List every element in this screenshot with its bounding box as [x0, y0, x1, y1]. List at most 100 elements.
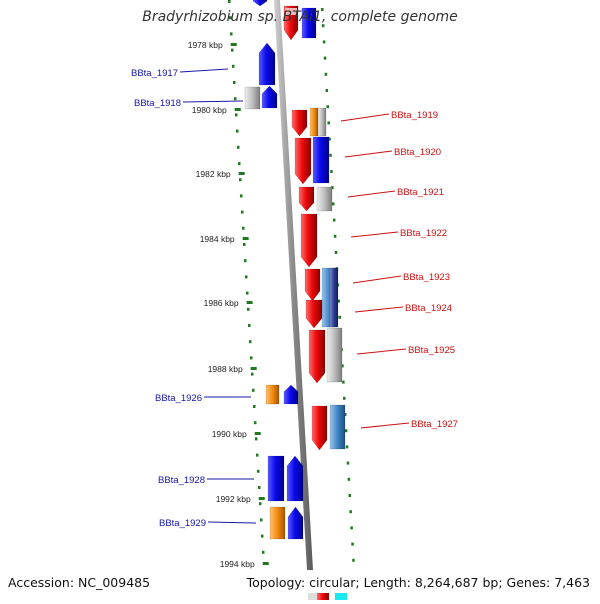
gene-label-bbta-1919[interactable]: BBta_1919: [391, 110, 438, 121]
gene-arrow-bbta-1926[interactable]: [265, 384, 280, 405]
gene-arrow-bbta-1925b[interactable]: [326, 327, 343, 383]
track-dot: [236, 145, 240, 149]
scale-tick-label: 1978 kbp: [188, 40, 223, 50]
track-dot: [234, 113, 238, 117]
track-dot: [248, 340, 252, 344]
gene-arrow-bbta-1917[interactable]: [258, 42, 276, 86]
scale-tick-label: 1992 kbp: [216, 494, 251, 504]
track-dot: [346, 461, 350, 465]
gene-arrow-bbta-1921[interactable]: [298, 186, 315, 212]
track-dot: [230, 48, 234, 52]
track-dot: [253, 421, 257, 425]
gene-leader-line: [182, 100, 244, 103]
scale-tick-mark: [258, 497, 265, 500]
gene-arrow-bbta-1919b[interactable]: [309, 107, 319, 137]
track-dot: [259, 518, 263, 522]
track-dot: [245, 291, 249, 295]
track-dot: [252, 405, 256, 408]
gene-label-bbta-1925[interactable]: BBta_1925: [408, 345, 455, 356]
gene-arrow-bbta-1920b[interactable]: [312, 136, 330, 184]
gene-arrow-bbta-1929[interactable]: [269, 506, 286, 540]
gene-arrow-bbta-1929b[interactable]: [287, 506, 304, 540]
gene-arrow-bbta-1920[interactable]: [294, 137, 312, 185]
gene-label-bbta-1926[interactable]: BBta_1926: [155, 393, 202, 404]
track-dot: [332, 202, 335, 206]
genome-summary: Topology: circular; Length: 8,264,687 bp…: [246, 575, 590, 590]
gene-label-bbta-1917[interactable]: BBta_1917: [131, 68, 178, 79]
track-dot: [326, 105, 330, 109]
gene-arrow-bbta-1923c[interactable]: [329, 267, 339, 328]
track-dot: [325, 89, 329, 92]
scale-tick-mark: [250, 367, 257, 370]
track-dot: [341, 364, 344, 368]
track-dot: [331, 186, 334, 190]
track-dot: [333, 234, 337, 238]
track-dot: [229, 32, 233, 36]
gene-arrow-bbta-1918b[interactable]: [261, 85, 278, 109]
gene-label-bbta-1924[interactable]: BBta_1924: [405, 303, 452, 314]
scale-tick-label: 1994 kbp: [220, 559, 255, 569]
gene-label-bbta-1928[interactable]: BBta_1928: [158, 475, 205, 486]
gene-arrow-bbta-1927b[interactable]: [329, 404, 346, 450]
track-dot: [249, 356, 253, 360]
track-dot: [328, 137, 331, 141]
gene-label-bbta-1929[interactable]: BBta_1929: [159, 518, 206, 529]
track-dot: [237, 162, 241, 165]
scale-tick-mark: [246, 301, 253, 304]
gene-leader-line: [207, 521, 257, 524]
track-dot: [343, 396, 346, 400]
gene-arrow-bbta-1923[interactable]: [304, 268, 321, 302]
gene-label-bbta-1923[interactable]: BBta_1923: [403, 272, 450, 283]
track-dot: [347, 477, 351, 481]
track-dot: [260, 534, 264, 538]
track-dot: [321, 24, 325, 28]
gene-leader-line: [340, 113, 390, 122]
gene-leader-line: [356, 348, 407, 355]
gene-label-bbta-1922[interactable]: BBta_1922: [400, 228, 447, 239]
gene-arrow-bbta-1921b[interactable]: [316, 186, 333, 212]
gene-arrow-bbta-1919c[interactable]: [317, 107, 327, 137]
gene-label-bbta-1920[interactable]: BBta_1920: [394, 147, 441, 158]
gene-arrow[interactable]: [301, 7, 317, 39]
gene-leader-line: [344, 150, 393, 158]
gene-arrow[interactable]: [252, 0, 268, 7]
scale-tick-label: 1980 kbp: [192, 105, 227, 115]
gene-arrow-bbta-1918[interactable]: [244, 86, 261, 110]
gene-label-bbta-1927[interactable]: BBta_1927: [411, 419, 458, 430]
track-dot: [329, 153, 332, 157]
gene-arrow-bbta-1925[interactable]: [308, 329, 326, 384]
gene-leader-line: [352, 275, 402, 284]
track-dot: [352, 558, 355, 562]
gene-arrow-bbta-1919[interactable]: [291, 109, 308, 137]
gene-label-bbta-1921[interactable]: BBta_1921: [397, 187, 444, 198]
scale-tick-label: 1990 kbp: [212, 429, 247, 439]
gene-arrow-bbta-1926b[interactable]: [283, 384, 299, 405]
track-dot: [323, 56, 327, 60]
genome-title: Bradyrhizobium sp. BTAi1, complete genom…: [142, 9, 458, 25]
gene-arrow-bbta-1927[interactable]: [311, 405, 328, 451]
scale-tick-mark: [262, 562, 269, 565]
scale-tick-label: 1982 kbp: [196, 169, 231, 179]
track-dot: [330, 170, 333, 173]
track-dot: [261, 550, 265, 554]
track-dot: [242, 243, 246, 246]
gene-leader-line: [179, 68, 229, 73]
track-dot: [257, 486, 261, 489]
track-dot: [246, 307, 250, 311]
gene-arrow-bbta-1928b[interactable]: [286, 455, 304, 502]
track-dot: [238, 178, 242, 182]
gene-arrow-bbta-1924[interactable]: [305, 299, 323, 329]
track-dot: [344, 429, 348, 433]
track-dot: [321, 8, 324, 11]
gene-arrow-bbta-1928[interactable]: [267, 455, 285, 502]
track-dot: [247, 324, 251, 327]
gene-arrow-bbta-1922[interactable]: [300, 213, 318, 268]
accession-label: Accession: NC_009485: [8, 575, 151, 590]
track-dot: [322, 40, 326, 44]
track-dot: [332, 218, 336, 222]
track-dot: [244, 275, 248, 279]
gene-stub: [317, 593, 329, 600]
gene-label-bbta-1918[interactable]: BBta_1918: [134, 98, 181, 109]
